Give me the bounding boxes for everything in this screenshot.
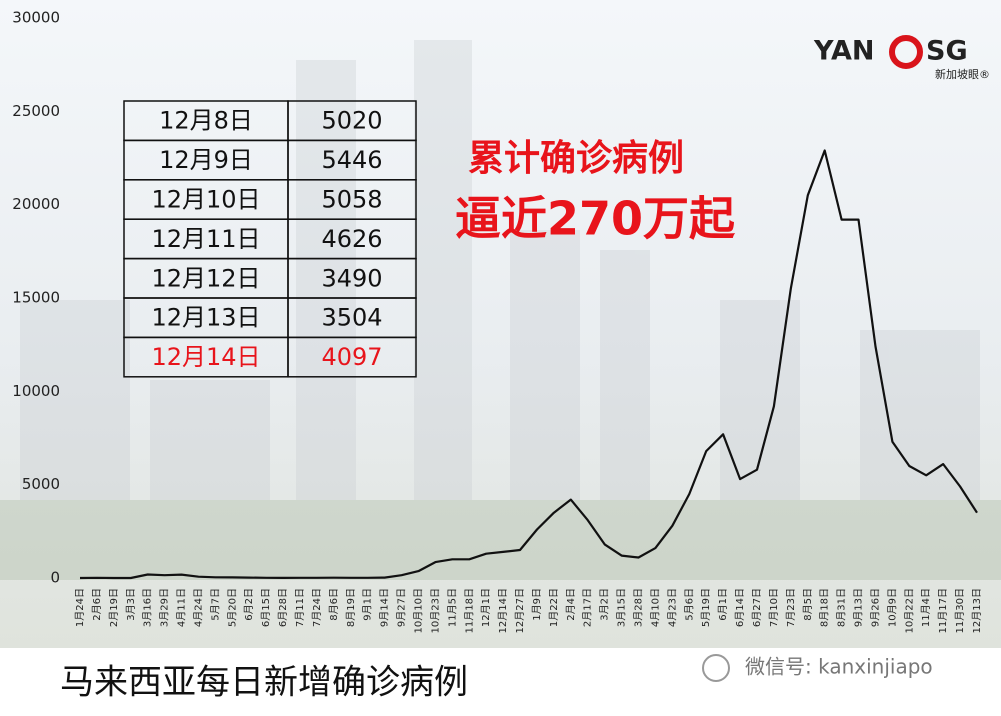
x-tick-label: 12月14日 [497, 588, 509, 633]
x-tick-label: 11月18日 [463, 588, 475, 633]
x-tick-label: 1月22日 [548, 588, 560, 627]
table-date: 12月10日 [151, 186, 260, 214]
table-value: 4626 [321, 225, 382, 253]
x-tick-label: 6月27日 [751, 588, 763, 627]
x-tick-label: 6月28日 [277, 588, 289, 627]
x-tick-label: 5月6日 [683, 588, 695, 621]
x-tick-label: 8月19日 [345, 588, 357, 627]
x-tick-label: 5月19日 [700, 588, 712, 627]
x-tick-label: 3月2日 [599, 588, 611, 621]
x-tick-label: 12月27日 [514, 588, 526, 633]
y-tick-label: 0 [50, 569, 60, 587]
y-tick-label: 15000 [12, 289, 60, 307]
table-value: 5020 [321, 107, 382, 135]
x-tick-label: 6月15日 [260, 588, 272, 627]
table-value: 3490 [321, 264, 382, 292]
y-tick-label: 25000 [12, 102, 60, 120]
x-tick-label: 11月17日 [937, 588, 949, 633]
x-tick-label: 10月23日 [429, 588, 441, 633]
x-tick-label: 11月5日 [446, 588, 458, 627]
x-tick-label: 10月22日 [903, 588, 915, 633]
x-tick-label: 8月18日 [819, 588, 831, 627]
logo-text: SG [926, 36, 968, 67]
x-tick-label: 5月7日 [209, 588, 221, 621]
x-tick-label: 2月19日 [108, 588, 120, 627]
logo-icon [889, 35, 923, 69]
table-date: 12月13日 [151, 304, 260, 332]
table-date: 12月9日 [159, 146, 253, 174]
x-tick-label: 1月24日 [74, 588, 86, 627]
x-tick-label: 9月13日 [853, 588, 865, 627]
wechat-icon [702, 654, 730, 682]
x-tick-label: 4月11日 [176, 588, 188, 627]
y-tick-label: 30000 [12, 9, 60, 27]
caption: 马来西亚每日新增确诊病例 [60, 663, 468, 703]
y-tick-label: 10000 [12, 382, 60, 400]
x-tick-label: 3月16日 [142, 588, 154, 627]
x-tick-label: 3月28日 [633, 588, 645, 627]
x-tick-label: 9月1日 [362, 588, 374, 621]
table-value: 4097 [321, 343, 382, 371]
x-tick-label: 2月17日 [582, 588, 594, 627]
x-tick-label: 8月5日 [802, 588, 814, 621]
x-tick-label: 9月14日 [379, 588, 391, 627]
x-tick-label: 4月24日 [192, 588, 204, 627]
x-tick-label: 1月9日 [531, 588, 543, 621]
x-tick-label: 3月29日 [159, 588, 171, 627]
x-tick-label: 6月2日 [243, 588, 255, 621]
annotation: 累计确诊病例 [468, 138, 684, 179]
x-tick-label: 2月6日 [91, 588, 103, 621]
x-tick-label: 4月10日 [649, 588, 661, 627]
table-value: 5446 [321, 146, 382, 174]
x-tick-label: 9月27日 [396, 588, 408, 627]
x-tick-label: 2月4日 [565, 588, 577, 621]
y-tick-label: 20000 [12, 195, 60, 213]
city-silhouette [0, 40, 1001, 580]
x-tick-label: 9月26日 [869, 588, 881, 627]
x-tick-label: 11月4日 [920, 588, 932, 627]
x-tick-label: 12月1日 [480, 588, 492, 627]
table-date: 12月8日 [159, 107, 253, 135]
x-tick-label: 11月30日 [954, 588, 966, 633]
x-tick-label: 3月15日 [616, 588, 628, 627]
x-tick-label: 3月3日 [125, 588, 137, 621]
table-value: 3504 [321, 304, 382, 332]
x-tick-label: 7月10日 [768, 588, 780, 627]
x-tick-label: 10月10日 [412, 588, 424, 633]
background [0, 0, 1001, 648]
table-date: 12月12日 [151, 264, 260, 292]
x-tick-label: 6月1日 [717, 588, 729, 621]
table-date: 12月14日 [151, 343, 260, 371]
x-tick-label: 7月24日 [311, 588, 323, 627]
annotation: 逼近270万起 [455, 192, 736, 246]
series-line [79, 149, 978, 580]
table: 12月8日 5020 12月9日 5446 12月10日 5058 12月11日 4626 12… [123, 100, 417, 378]
x-tick-label: 7月11日 [294, 588, 306, 627]
x-tick-label: 6月14日 [734, 588, 746, 627]
wechat-id: 微信号: kanxinjiapo [745, 655, 933, 679]
x-tick-label: 8月6日 [328, 588, 340, 621]
x-tick-label: 12月13日 [971, 588, 983, 633]
x-tick-label: 10月9日 [886, 588, 898, 627]
x-tick-label: 5月20日 [226, 588, 238, 627]
x-tick-label: 7月23日 [785, 588, 797, 627]
logo-sub: 新加坡眼® [935, 67, 990, 81]
y-tick-label: 5000 [22, 475, 60, 493]
table-value: 5058 [321, 186, 382, 214]
x-tick-label: 8月31日 [836, 588, 848, 627]
table-cell [287, 336, 417, 378]
table-date: 12月11日 [151, 225, 260, 253]
x-tick-label: 4月23日 [666, 588, 678, 627]
footer-band [0, 648, 1001, 716]
logo-text: YAN [813, 36, 874, 67]
